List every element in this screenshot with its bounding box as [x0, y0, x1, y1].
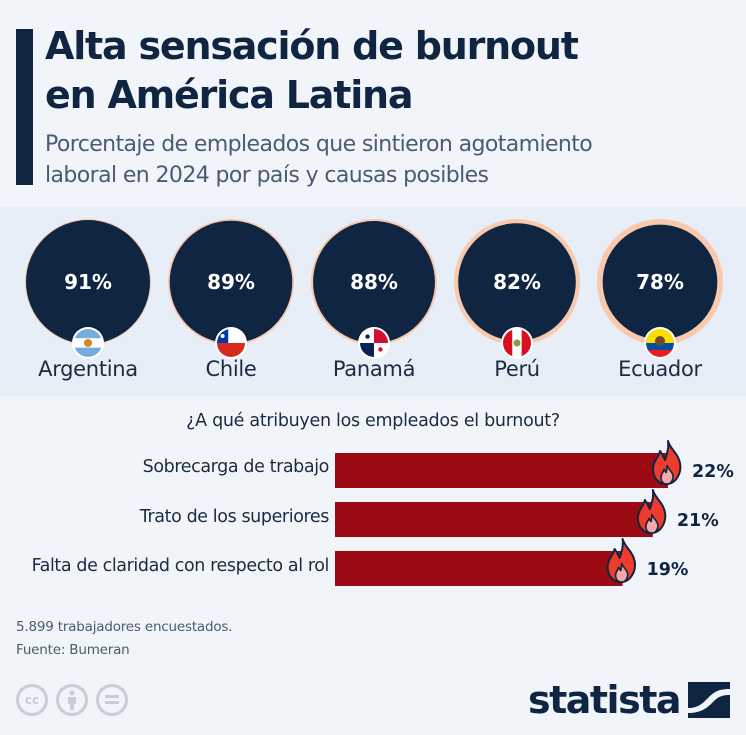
- country-label-panama: Panamá: [332, 357, 416, 381]
- attribution-icon[interactable]: [56, 684, 88, 716]
- bar: [335, 551, 623, 586]
- bar-label-sobrecarga: Sobrecarga de trabajo: [142, 457, 330, 477]
- bar-label-claridad: Falta de claridad con respecto al rol: [31, 556, 330, 576]
- page-title: Alta sensación de burnout en América Lat…: [45, 22, 735, 120]
- statista-wordmark: statista: [527, 678, 682, 722]
- equals-glyph: [105, 695, 119, 704]
- country-bubble-2: 88%: [311, 219, 437, 359]
- survey-note: 5.899 trabajadores encuestados.: [16, 619, 233, 635]
- country-bubble-3: 82%: [454, 219, 580, 359]
- flag-argentina-icon: [72, 327, 104, 359]
- country-label-ecuador: Ecuador: [618, 357, 702, 381]
- cc-icon[interactable]: cc: [16, 684, 48, 716]
- bar-value-label: 19%: [647, 560, 689, 580]
- bar-row-2: 19%: [335, 538, 689, 586]
- license-icons: cc: [16, 684, 128, 716]
- bubble-inner: [26, 220, 150, 344]
- bubble-inner: [602, 224, 718, 340]
- bubble-value-label: 88%: [350, 270, 398, 294]
- bar-row-1: 21%: [335, 489, 719, 537]
- subtitle-line-1: Porcentaje de empleados que sintieron ag…: [45, 132, 593, 157]
- bubble-inner: [169, 220, 293, 344]
- flag-ecuador-icon: [644, 327, 676, 359]
- title-line-2: en América Latina: [45, 73, 414, 117]
- page-subtitle: Porcentaje de empleados que sintieron ag…: [45, 129, 735, 191]
- flame-icon: [652, 440, 682, 486]
- country-label-peru: Perú: [494, 357, 540, 381]
- country-label-argentina: Argentina: [38, 357, 138, 381]
- bubble-value-label: 91%: [64, 270, 112, 294]
- statista-logo-icon: [688, 682, 730, 718]
- person-glyph: [68, 690, 76, 710]
- bar-label-trato: Trato de los superiores: [139, 507, 330, 527]
- country-bubble-1: 89%: [168, 219, 294, 359]
- bar-value-label: 21%: [677, 511, 719, 531]
- bar: [335, 502, 653, 537]
- source-note: Fuente: Bumeran: [16, 642, 130, 658]
- bar-row-0: 22%: [335, 440, 734, 488]
- title-line-1: Alta sensación de burnout: [45, 24, 579, 68]
- bubble-inner: [313, 221, 435, 343]
- bubble-value-label: 82%: [493, 270, 541, 294]
- flag-panama-icon: [358, 327, 390, 359]
- flag-peru-icon: [501, 327, 533, 359]
- country-bubble-0: 91%: [25, 219, 151, 359]
- country-label-chile: Chile: [205, 357, 257, 381]
- cc-icon-text: cc: [24, 693, 40, 707]
- statista-logo[interactable]: statista: [528, 680, 730, 720]
- bubble-value-label: 78%: [636, 270, 684, 294]
- flame-icon: [606, 538, 636, 584]
- title-accent-bar: [16, 29, 33, 185]
- causes-bar-chart: 22% 21% 19%: [335, 440, 734, 586]
- flag-chile-icon: [215, 327, 247, 359]
- bubble-inner: [458, 223, 576, 341]
- bars-chart-title: ¿A qué atribuyen los empleados el burnou…: [186, 411, 560, 431]
- bar-value-label: 22%: [692, 462, 734, 482]
- no-derivatives-icon[interactable]: [96, 684, 128, 716]
- bar: [335, 453, 668, 488]
- country-bubble-4: 78%: [597, 219, 723, 359]
- bubble-value-label: 89%: [207, 270, 255, 294]
- flame-icon: [636, 489, 667, 535]
- subtitle-line-2: laboral en 2024 por país y causas posibl…: [45, 163, 489, 188]
- country-bubbles-chart: 91% 89% 88% 82% 78%: [25, 219, 723, 359]
